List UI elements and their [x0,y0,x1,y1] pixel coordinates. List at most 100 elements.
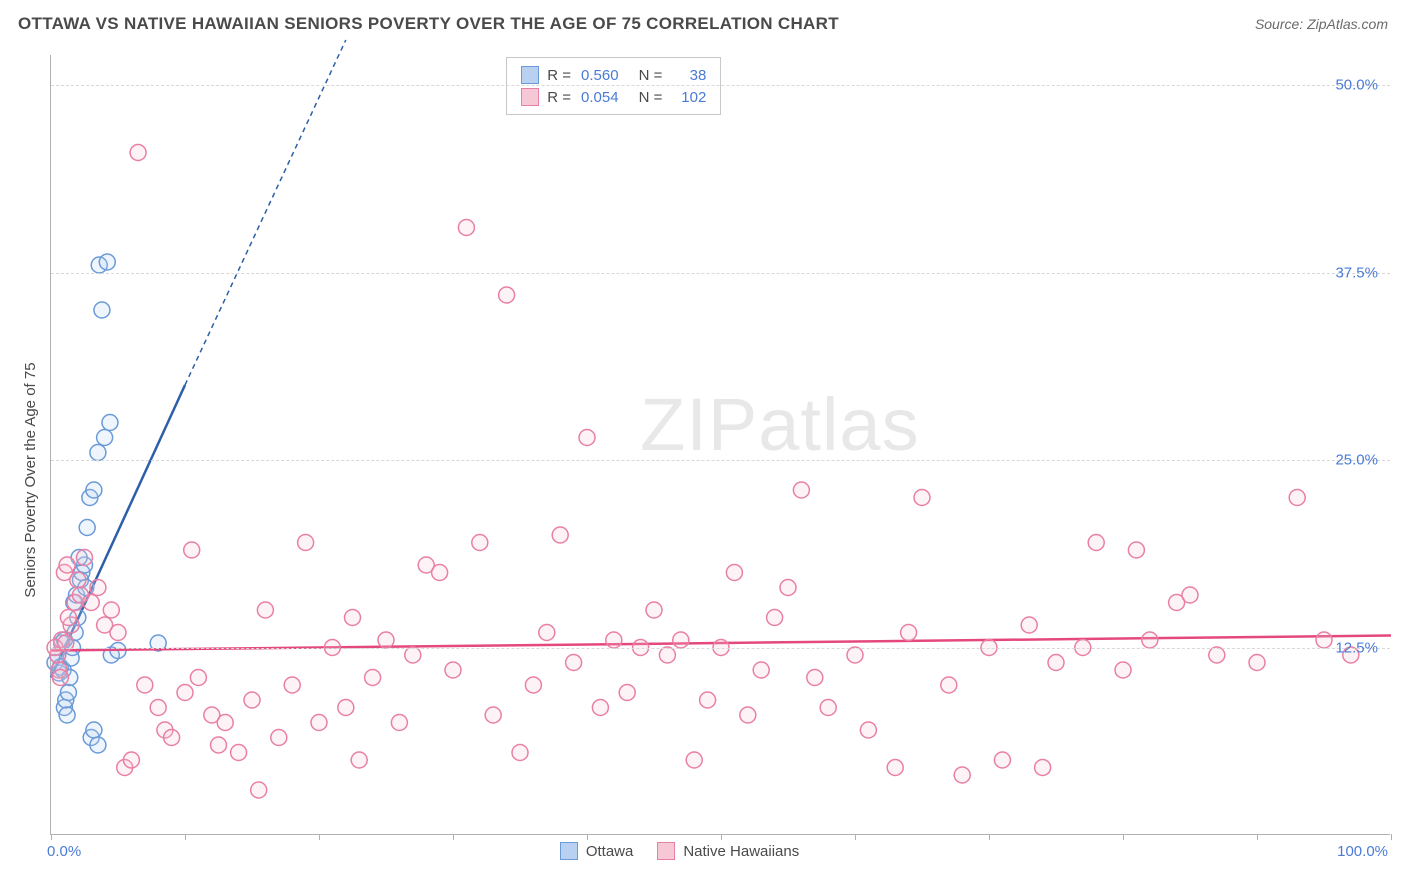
x-tick [855,834,856,840]
legend-stat-row: R =0.054N =102 [521,86,706,108]
data-point [458,220,474,236]
data-point [86,722,102,738]
y-axis-label: Seniors Poverty Over the Age of 75 [22,362,39,597]
data-point [1048,655,1064,671]
data-point [539,625,555,641]
data-point [887,760,903,776]
data-point [94,302,110,318]
data-point [1209,647,1225,663]
data-point [646,602,662,618]
data-point [244,692,260,708]
data-point [190,670,206,686]
data-point [231,745,247,761]
data-point [405,647,421,663]
x-tick [453,834,454,840]
chart-header: OTTAWA VS NATIVE HAWAIIAN SENIORS POVERT… [0,0,1406,48]
chart-svg [51,55,1390,834]
legend-series-label: Ottawa [586,843,634,860]
x-tick [51,834,52,840]
data-point [130,145,146,161]
data-point [217,715,233,731]
trend-line-extrapolated [185,40,346,385]
data-point [566,655,582,671]
data-point [579,430,595,446]
data-point [914,490,930,506]
data-point [99,254,115,270]
data-point [445,662,461,678]
data-point [512,745,528,761]
stat-r-label: R = [547,89,571,106]
y-tick-label: 25.0% [1298,452,1378,469]
y-tick-label: 50.0% [1298,77,1378,94]
data-point [659,647,675,663]
data-point [686,752,702,768]
stat-r-value: 0.560 [581,67,619,84]
data-point [59,557,75,573]
legend-series-item: Ottawa [560,842,634,860]
data-point [726,565,742,581]
data-point [619,685,635,701]
data-point [525,677,541,693]
data-point [901,625,917,641]
data-point [90,445,106,461]
x-tick [1257,834,1258,840]
data-point [59,707,75,723]
data-point [150,700,166,716]
stat-r-label: R = [547,67,571,84]
data-point [72,587,88,603]
gridline [51,85,1390,86]
chart-title: OTTAWA VS NATIVE HAWAIIAN SENIORS POVERT… [18,14,839,34]
gridline [51,460,1390,461]
legend-swatch [657,842,675,860]
data-point [767,610,783,626]
data-point [298,535,314,551]
legend-series-item: Native Hawaiians [657,842,799,860]
legend-swatch [521,88,539,106]
data-point [365,670,381,686]
stat-n-value: 38 [672,67,706,84]
data-point [97,430,113,446]
legend-series-label: Native Hawaiians [683,843,799,860]
data-point [164,730,180,746]
data-point [391,715,407,731]
data-point [378,632,394,648]
data-point [432,565,448,581]
data-point [1088,535,1104,551]
gridline [51,273,1390,274]
x-tick [1123,834,1124,840]
data-point [338,700,354,716]
data-point [954,767,970,783]
y-tick-label: 12.5% [1298,639,1378,656]
x-tick [319,834,320,840]
data-point [1035,760,1051,776]
data-point [941,677,957,693]
data-point [780,580,796,596]
data-point [860,722,876,738]
data-point [606,632,622,648]
data-point [700,692,716,708]
data-point [345,610,361,626]
data-point [472,535,488,551]
data-point [1289,490,1305,506]
data-point [284,677,300,693]
legend-stats: R = 0.560 N = 38 R =0.054N =102 [506,57,721,115]
x-tick [1391,834,1392,840]
y-tick-label: 37.5% [1298,264,1378,281]
data-point [271,730,287,746]
x-tick-label-right: 100.0% [1337,843,1388,860]
data-point [123,752,139,768]
data-point [86,482,102,498]
data-point [351,752,367,768]
legend-series: Ottawa Native Hawaiians [560,842,799,860]
data-point [137,677,153,693]
legend-stat-row: R =0.560N =38 [521,64,706,86]
data-point [311,715,327,731]
stat-n-label: N = [639,89,663,106]
data-point [753,662,769,678]
plot-area: ZIPatlas R =0.560N =38R =0.054N =102 Ott… [50,55,1390,835]
data-point [60,685,76,701]
data-point [485,707,501,723]
x-tick [721,834,722,840]
legend-swatch [560,842,578,860]
data-point [1142,632,1158,648]
